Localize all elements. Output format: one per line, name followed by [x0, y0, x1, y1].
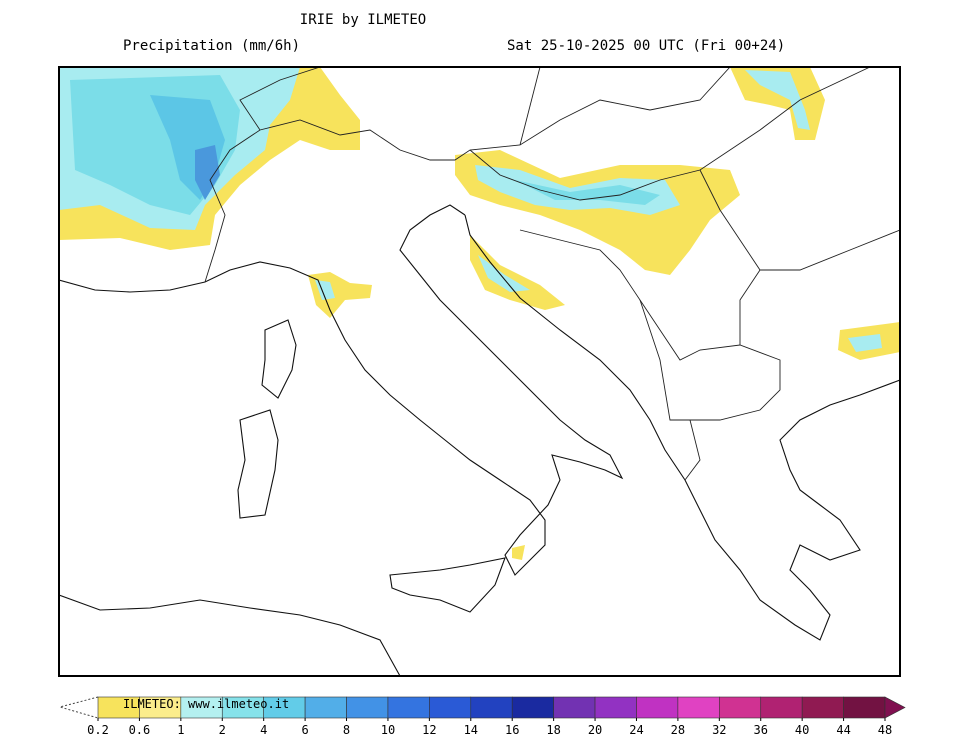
coastline: [59, 594, 401, 676]
precip-area: [195, 145, 220, 200]
coastline: [59, 204, 624, 576]
colorbar: 0.2 0.6 1 2 4 6 8 10 12 14 16 18 20 24 28 32 36 40 44 48: [58, 696, 906, 737]
colorbar-label: 24: [629, 723, 643, 737]
precip-area: [745, 70, 810, 130]
precip-area: [848, 334, 882, 352]
map: [58, 66, 901, 677]
colorbar-label: 28: [671, 723, 685, 737]
colorbar-label: 18: [546, 723, 560, 737]
variable-label: Precipitation (mm/6h): [123, 38, 300, 54]
colorbar-label: 6: [301, 723, 308, 737]
colorbar-segment: [429, 696, 472, 719]
border: [639, 299, 701, 481]
precip-area: [478, 255, 530, 292]
colorbar-label: 20: [588, 723, 602, 737]
border: [739, 269, 761, 345]
colorbar-label: 44: [836, 723, 850, 737]
colorbar-segment: [719, 696, 762, 719]
border: [239, 67, 321, 131]
colorbar-segment: [346, 696, 389, 719]
colorbar-segment: [594, 696, 637, 719]
colorbar-label: 32: [712, 723, 726, 737]
colorbar-high-end: [884, 696, 906, 719]
colorbar-label: 10: [381, 723, 395, 737]
coastline: [389, 557, 506, 613]
colorbar-segment: [553, 696, 596, 719]
colorbar-low-end: [58, 696, 99, 719]
map-frame: [58, 66, 901, 677]
colorbar-label: 16: [505, 723, 519, 737]
map-title: IRIE by ILMETEO: [300, 12, 426, 28]
colorbar-segment: [304, 696, 347, 719]
colorbar-label: 0.2: [87, 723, 109, 737]
colorbar-segment: [387, 696, 430, 719]
colorbar-segment: [677, 696, 720, 719]
colorbar-segment: [760, 696, 803, 719]
valid-time: Sat 25-10-2025 00 UTC (Fri 00+24): [507, 38, 785, 54]
precip-area: [512, 545, 525, 560]
colorbar-segment: [511, 696, 554, 719]
precip-area: [515, 180, 660, 205]
colorbar-label: 2: [219, 723, 226, 737]
border: [519, 67, 541, 146]
colorbar-label: 14: [464, 723, 478, 737]
colorbar-segment: [843, 696, 886, 719]
colorbar-label: 12: [422, 723, 436, 737]
coastline: [464, 214, 900, 641]
colorbar-label: 0.6: [129, 723, 151, 737]
colorbar-label: 40: [795, 723, 809, 737]
colorbar-label: 4: [260, 723, 267, 737]
precip-area: [308, 272, 372, 318]
credit: ILMETEO: www.ilmeteo.it: [123, 697, 289, 711]
colorbar-label: 1: [177, 723, 184, 737]
colorbar-label: 48: [878, 723, 892, 737]
coastline: [237, 409, 279, 519]
colorbar-label: 8: [343, 723, 350, 737]
coastline: [261, 319, 297, 399]
border: [469, 67, 871, 201]
border: [519, 229, 781, 421]
colorbar-segment: [636, 696, 679, 719]
colorbar-segment: [470, 696, 513, 719]
colorbar-label: 36: [754, 723, 768, 737]
precip-area: [470, 235, 565, 310]
colorbar-segment: [801, 696, 844, 719]
border: [204, 67, 731, 283]
